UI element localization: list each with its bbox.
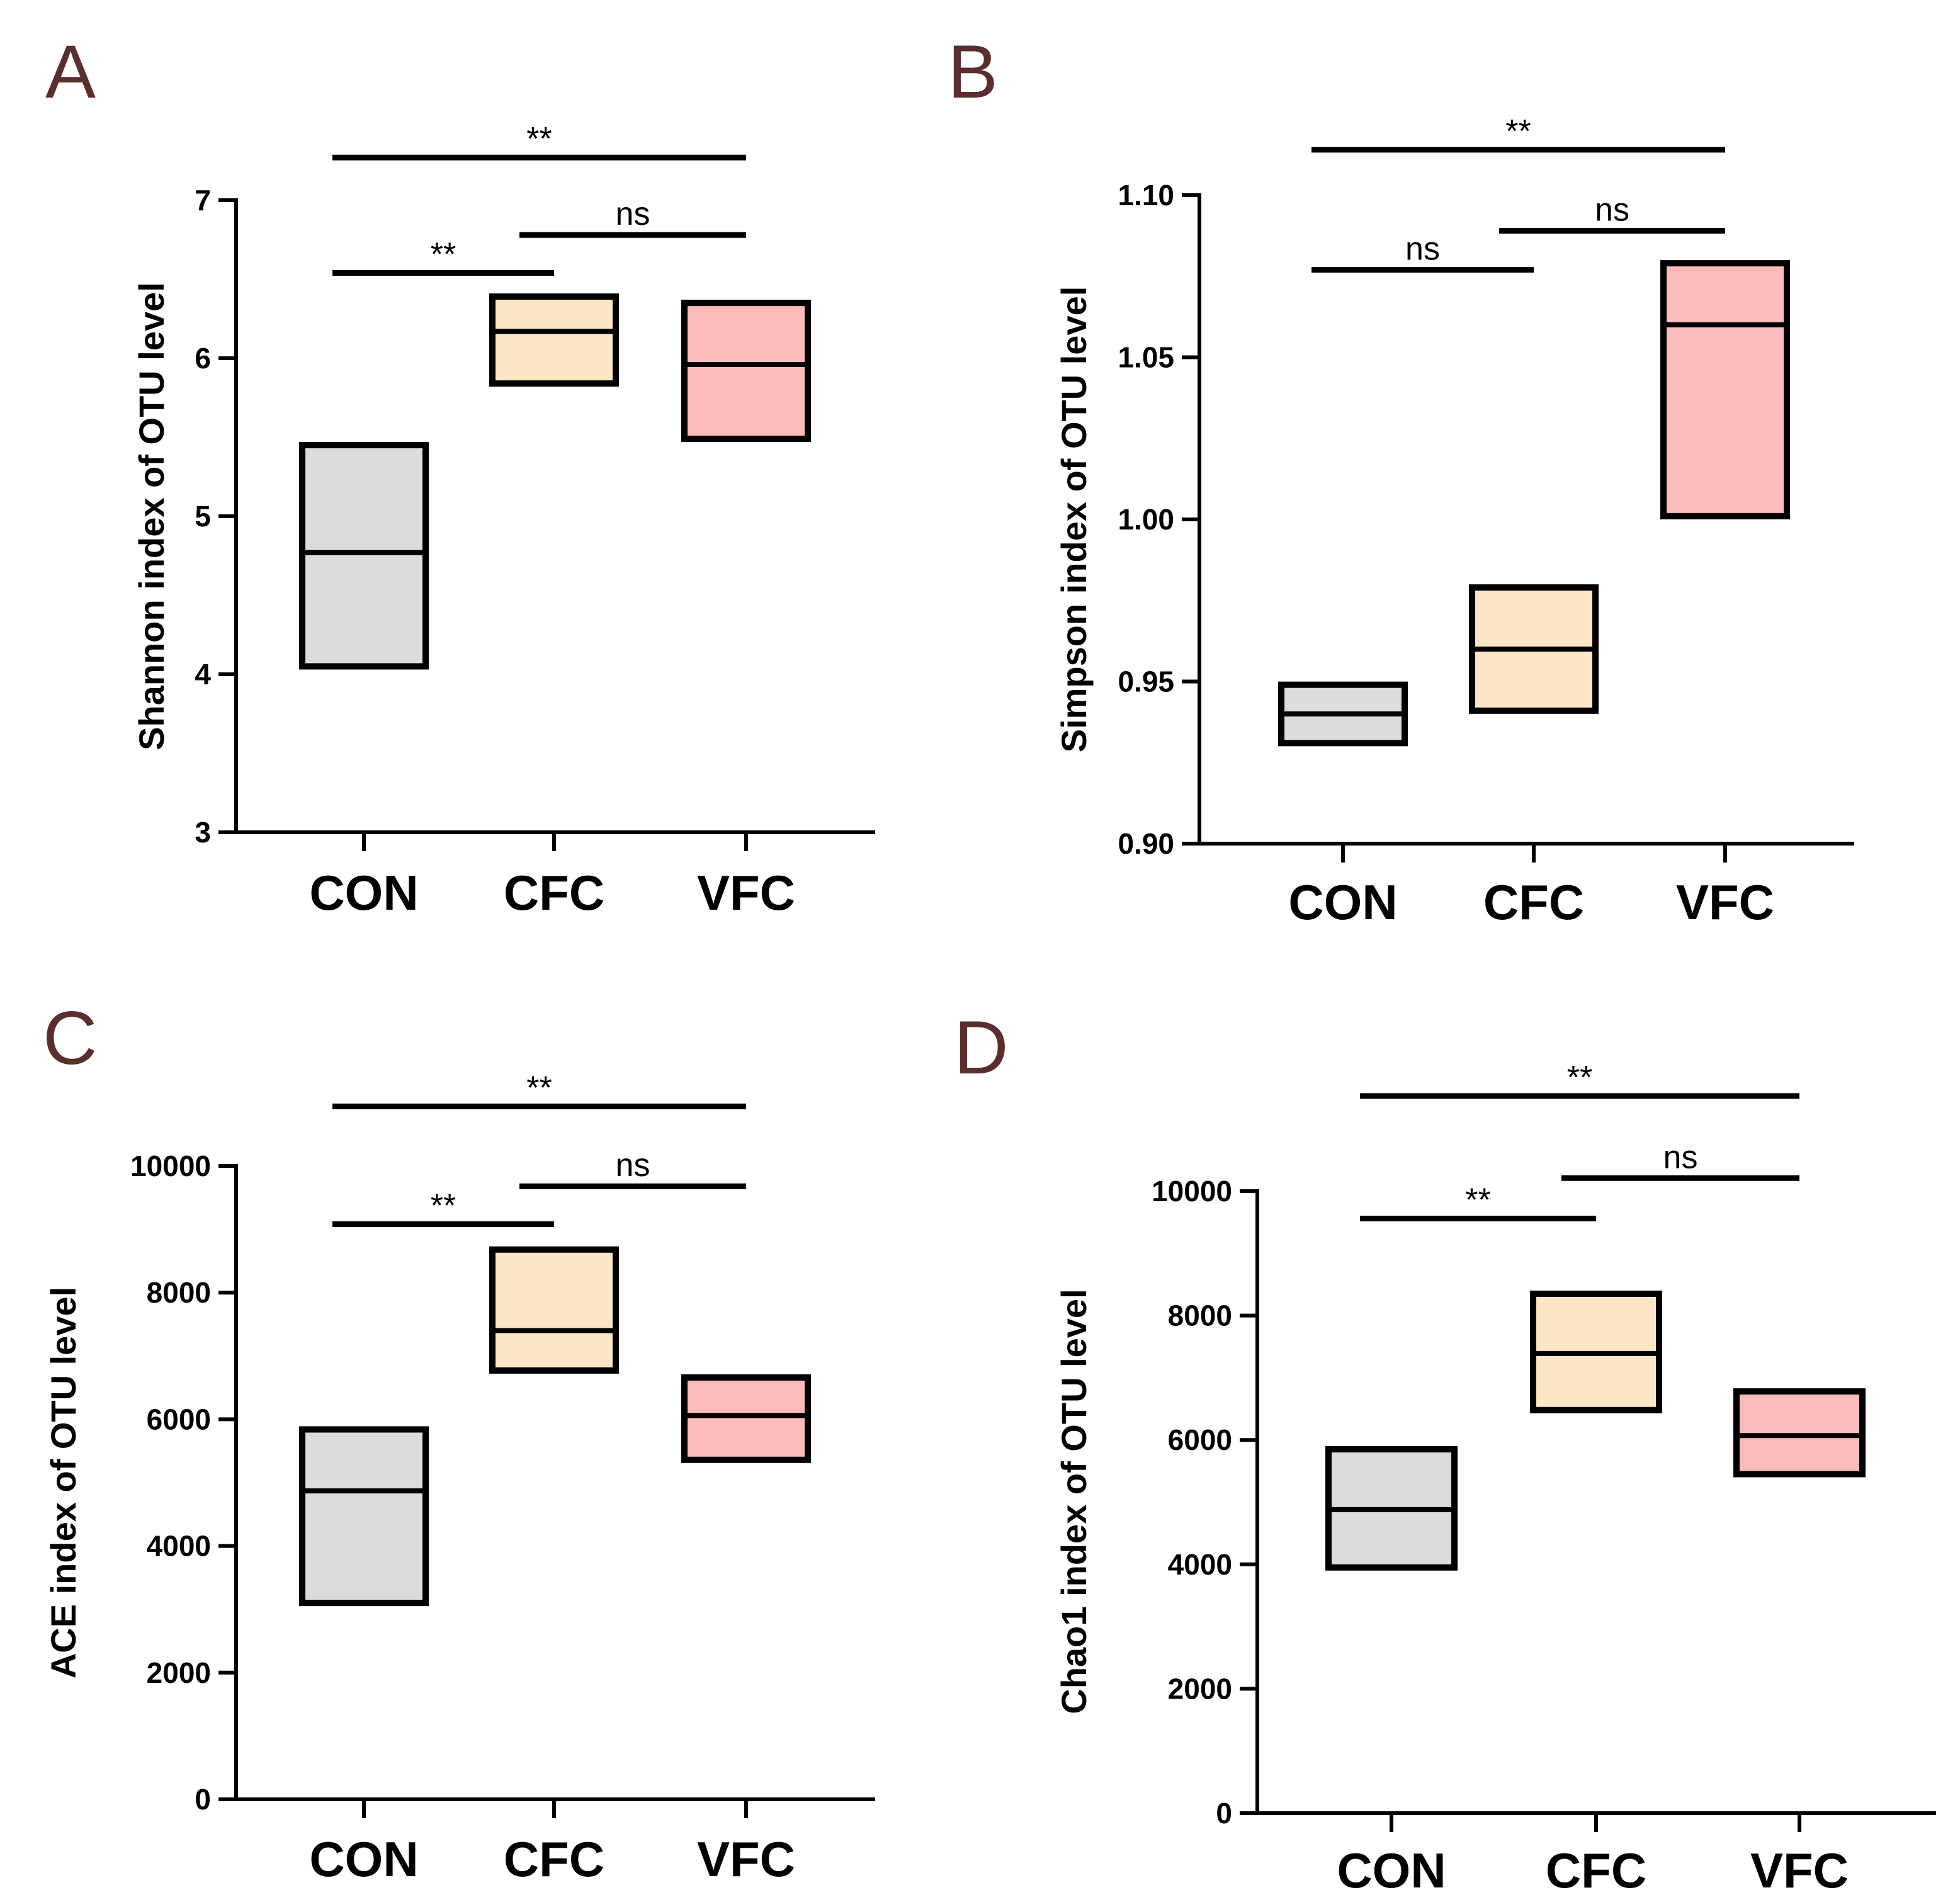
panel-b-category-label-cfc: CFC	[1483, 874, 1584, 930]
panel-c: C ACE index of OTU level 0 2000 4000 6000 80…	[43, 996, 875, 1887]
panel-c-category-label-vfc: VFC	[697, 1831, 795, 1887]
panel-c-y-tick-label: 10000	[130, 1150, 211, 1182]
panel-c-category-label-con: CON	[309, 1831, 418, 1887]
panel-c-letter: C	[43, 996, 98, 1080]
panel-d-plot: 0 2000 4000 6000 8000 10000 CON CFC VFC ** ** ns	[1152, 1060, 1936, 1895]
panel-d-y-tick-label: 8000	[1168, 1299, 1232, 1332]
panel-a-category-label-con: CON	[309, 865, 418, 920]
panel-a-y-tick-label: 5	[195, 500, 211, 533]
panel-b-y-tick-label: 0.90	[1118, 827, 1174, 860]
panel-d-category-label-vfc: VFC	[1750, 1843, 1849, 1895]
panel-a-letter: A	[45, 30, 96, 114]
panel-d-y-tick-label: 6000	[1168, 1423, 1232, 1456]
panel-a-box-vfc	[681, 300, 811, 443]
panel-d-y-tick-label: 10000	[1152, 1175, 1232, 1208]
panel-a-box-cfc	[489, 293, 619, 387]
panel-a-sig-label-cfc-vfc: ns	[616, 196, 650, 232]
panel-b-sig-label-cfc-vfc: ns	[1595, 192, 1629, 229]
panel-d: D Chao1 index of OTU level 0 2000 4000 6000…	[954, 1005, 1936, 1895]
panel-d-category-label-con: CON	[1337, 1843, 1446, 1895]
panel-d-ylabel: Chao1 index of OTU level	[1054, 1289, 1094, 1714]
panel-a: A Shannon index of OTU level 3 4 5 6 7 CON CFC…	[45, 30, 875, 920]
panel-b-box-vfc	[1660, 260, 1790, 519]
panel-c-y-tick-label: 0	[195, 1783, 211, 1816]
panel-c-y-tick-label: 8000	[147, 1276, 211, 1309]
panel-d-box-vfc	[1733, 1388, 1866, 1478]
panel-c-sig-label-con-cfc: **	[431, 1188, 456, 1225]
panel-b-sig-label-con-vfc: **	[1505, 113, 1531, 150]
panel-c-y-tick-label: 6000	[147, 1403, 211, 1435]
panel-c-plot: 0 2000 4000 6000 8000 10000 CON CFC VFC ** ** ns	[130, 1070, 875, 1887]
panel-b-plot: 0.90 0.95 1.00 1.05 1.10 CON CFC VFC ** ns ns	[1118, 113, 1854, 930]
panel-c-category-label-cfc: CFC	[504, 1831, 604, 1887]
panel-c-sig-label-con-vfc: **	[526, 1070, 552, 1106]
panel-d-sig-label-cfc-vfc: ns	[1663, 1139, 1698, 1175]
panel-a-ylabel: Shannon index of OTU level	[132, 282, 171, 750]
panel-c-box-con	[299, 1426, 429, 1607]
panel-c-y-tick-label: 2000	[147, 1656, 211, 1689]
panel-a-box-con	[299, 442, 429, 670]
panel-c-box-cfc	[489, 1246, 619, 1374]
panel-a-category-label-cfc: CFC	[504, 865, 604, 920]
panel-b-category-label-con: CON	[1288, 874, 1397, 930]
panel-d-sig-label-con-vfc: **	[1567, 1060, 1592, 1096]
panel-a-y-tick-label: 4	[195, 658, 211, 691]
panel-c-sig-label-cfc-vfc: ns	[616, 1147, 650, 1184]
panel-d-sig-label-con-cfc: **	[1465, 1182, 1490, 1218]
panel-c-y-tick-label: 4000	[147, 1530, 211, 1563]
panel-a-sig-label-con-cfc: **	[431, 236, 456, 273]
panel-a-sig-label-con-vfc: **	[526, 121, 552, 157]
panel-b-letter: B	[948, 30, 998, 114]
panel-a-y-tick-label: 7	[195, 184, 211, 217]
panel-d-y-tick-label: 0	[1216, 1797, 1232, 1830]
panel-b: B Simpson index of OTU level 0.90 0.95 1.0…	[948, 30, 1854, 930]
panel-b-y-tick-label: 0.95	[1118, 665, 1174, 698]
panel-a-y-tick-label: 6	[195, 342, 211, 375]
panel-b-y-tick-label: 1.10	[1118, 179, 1174, 212]
panel-a-category-label-vfc: VFC	[697, 865, 795, 920]
panel-c-ylabel: ACE index of OTU level	[43, 1287, 83, 1678]
panel-b-y-tick-label: 1.00	[1118, 503, 1174, 536]
panel-a-y-tick-label: 3	[195, 816, 211, 849]
panel-b-category-label-vfc: VFC	[1676, 874, 1774, 930]
panel-b-ylabel: Simpson index of OTU level	[1054, 286, 1094, 753]
panel-c-box-vfc	[681, 1374, 811, 1463]
panel-d-y-tick-label: 4000	[1168, 1548, 1232, 1581]
panel-b-sig-label-con-cfc: ns	[1405, 230, 1440, 267]
panel-a-plot: 3 4 5 6 7 CON CFC VFC ** ** ns	[195, 121, 875, 920]
panel-d-letter: D	[954, 1005, 1009, 1090]
panel-d-y-tick-label: 2000	[1168, 1672, 1232, 1705]
panel-b-y-tick-label: 1.05	[1118, 341, 1174, 374]
panel-d-category-label-cfc: CFC	[1546, 1843, 1646, 1895]
